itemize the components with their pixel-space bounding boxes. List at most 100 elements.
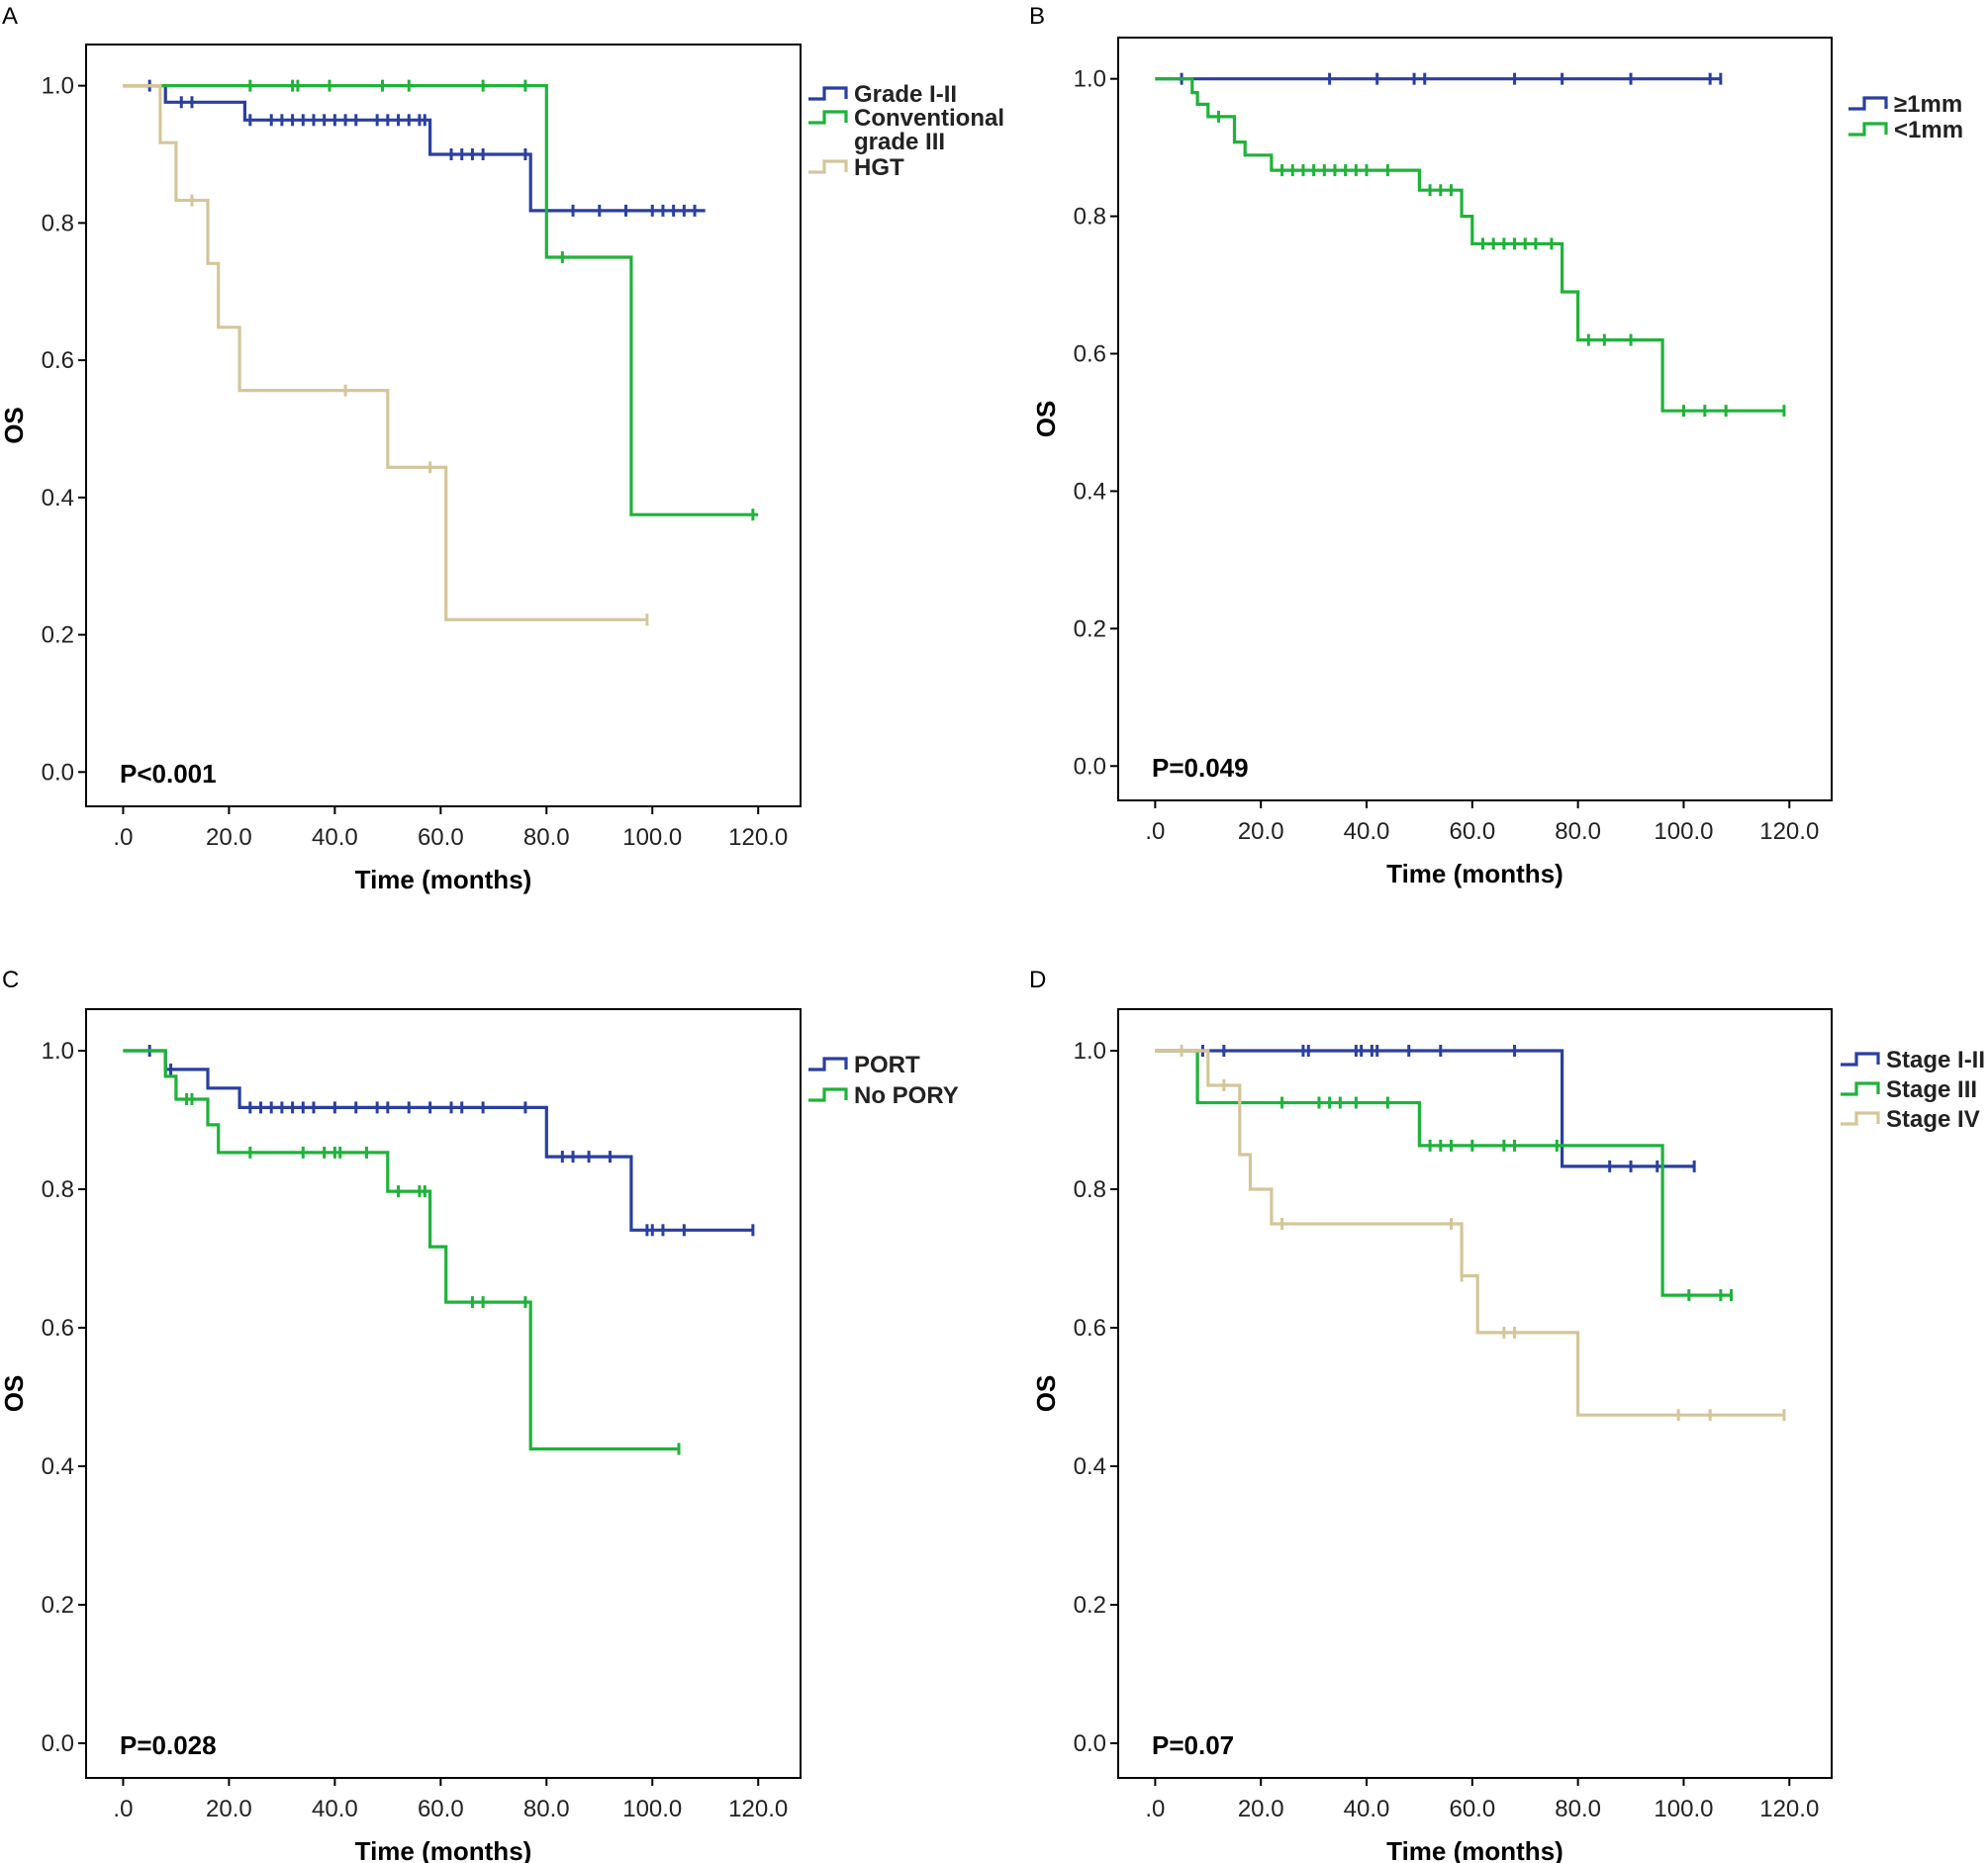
series-grade-i-ii [123,79,706,217]
x-tick-label: .0 [1145,818,1165,845]
legend-item: Stage IV [1841,1106,1980,1133]
y-tick-label: 0.8 [42,1176,74,1203]
y-tick-label: 0.0 [1074,753,1106,780]
x-tick-label: 20.0 [1238,1796,1284,1822]
legend-item: PORT [808,1052,920,1078]
y-axis-title: OS [0,407,29,444]
survival-curve [123,84,647,621]
series-stage-iv [1155,1045,1786,1422]
legend-item: Stage III [1841,1076,1977,1103]
panel-letter: D [1029,967,1046,993]
x-tick-label: 40.0 [1344,1796,1390,1822]
x-tick-label: 80.0 [1555,818,1601,845]
y-tick-label: 0.2 [42,1592,74,1619]
plot-frame [85,44,802,807]
x-tick-label: .0 [113,1796,133,1822]
x-tick-label: 20.0 [206,824,252,851]
panel-a: A 0.0 0.2 0.4 0.6 0.8 1.0 .0 20.0 40.0 60.0 80.0 100… [0,3,1004,894]
y-tick-label: 0.8 [42,210,74,236]
y-tick-label: 0.4 [42,1453,74,1480]
legend-label: <1mm [1894,117,1963,143]
x-tick-label: 60.0 [418,1796,464,1822]
x-axis-title: Time (months) [1386,859,1563,888]
legend-swatch [808,159,848,174]
x-tick-label: 60.0 [418,824,464,851]
plot-frame [85,1008,802,1779]
legend-swatch [1841,1111,1880,1126]
legend-label: No PORY [854,1082,959,1109]
legend-label: PORT [854,1052,920,1078]
panel-letter: C [2,967,19,993]
legend-item: Grade I-II [808,81,957,108]
plot-frame [1117,37,1833,801]
x-tick-label: .0 [113,824,133,851]
x-tick-label: 100.0 [622,1796,682,1822]
y-tick-label: 0.2 [1074,615,1106,642]
legend-swatch [1841,1052,1880,1067]
y-tick-label: 0.4 [1074,1453,1106,1480]
x-tick-label: 40.0 [312,1796,358,1822]
x-axis-title: Time (months) [1386,1836,1563,1863]
y-tick-label: 0.8 [1074,1176,1106,1203]
y-axis-title: OS [0,1375,29,1413]
panel-letter: A [2,3,18,30]
legend-label: Stage III [1886,1076,1977,1103]
y-tick-label: 1.0 [42,1038,74,1065]
survival-curve [123,84,759,516]
x-tick-label: .0 [1145,1796,1165,1822]
legend-swatch [1841,1081,1880,1096]
legend-item: No PORY [808,1082,959,1109]
series-conventional-grade-iii [123,79,759,521]
legend-swatch [808,86,848,101]
x-tick-label: 120.0 [1759,818,1819,845]
x-tick-label: 120.0 [728,1796,788,1822]
legend-label: HGT [854,154,904,181]
x-tick-label: 120.0 [728,824,788,851]
y-tick-label: 1.0 [1074,66,1106,93]
survival-curve [1155,1049,1695,1168]
legend: Stage I-II Stage III Stage IV [1841,1047,1985,1133]
x-tick-label: 80.0 [523,1796,570,1822]
series-1mm [1155,77,1786,418]
legend-swatch [808,1057,848,1071]
series-hgt [123,84,649,626]
y-tick-label: 0.6 [1074,1315,1106,1342]
x-tick-label: 40.0 [312,824,358,851]
x-axis-title: Time (months) [355,865,532,894]
panel-letter: B [1029,3,1045,30]
y-tick-label: 0.4 [1074,478,1106,505]
y-tick-label: 1.0 [1074,1038,1106,1065]
panel-b: B 0.0 0.2 0.4 0.6 0.8 1.0 .0 20.0 40.0 60.0 80.0 100… [1029,3,1963,888]
legend: PORT No PORY [808,1052,959,1109]
survival-curve [1155,77,1784,413]
legend-swatch [808,1087,848,1102]
x-tick-label: 80.0 [523,824,570,851]
legend-swatch [1848,122,1888,137]
legend-label: Stage I-II [1886,1047,1985,1073]
y-tick-label: 0.6 [1074,341,1106,368]
y-tick-label: 0.6 [42,1315,74,1342]
y-tick-label: 0.0 [42,1730,74,1757]
survival-curve [123,1049,679,1451]
series-no-pory [123,1049,681,1455]
survival-curve [123,84,706,213]
p-value: P=0.028 [120,1730,217,1760]
y-tick-label: 0.6 [42,347,74,374]
legend-swatch [1848,96,1888,111]
legend: ≥1mm<1mm [1848,91,1963,143]
x-tick-label: 100.0 [622,824,682,851]
p-value: P=0.07 [1152,1730,1234,1760]
legend-item: ≥1mm [1848,91,1962,118]
survival-curve [1155,1049,1784,1417]
x-tick-label: 100.0 [1654,1796,1713,1822]
y-axis-title: OS [1031,1375,1061,1413]
y-tick-label: 0.8 [1074,204,1106,231]
series-stage-i-ii [1155,1045,1696,1172]
y-tick-label: 0.4 [42,485,74,512]
legend-label: Conventional [854,105,1004,132]
series-port [123,1045,755,1237]
y-tick-label: 0.2 [1074,1592,1106,1619]
